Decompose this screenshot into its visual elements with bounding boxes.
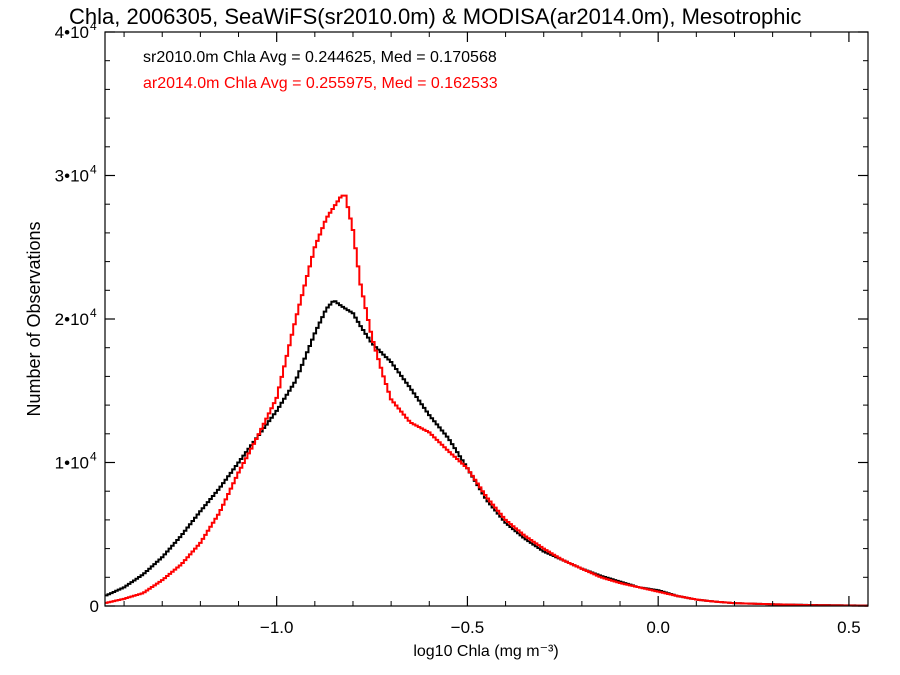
annotation-0: sr2010.0m Chla Avg = 0.244625, Med = 0.1… xyxy=(143,49,497,66)
plot-frame xyxy=(104,31,869,607)
annotations: sr2010.0m Chla Avg = 0.244625, Med = 0.1… xyxy=(143,49,498,92)
x-axis-label: log10 Chla (mg m⁻³) xyxy=(413,643,558,660)
x-axis: −1.0 −0.5 0.0 0.5 xyxy=(123,32,861,637)
y-tick-exponent-4: 4 xyxy=(90,19,97,33)
series-1-line xyxy=(105,194,868,607)
x-tick-label-3: 0.5 xyxy=(837,618,861,637)
series-0-line xyxy=(105,300,868,607)
y-tick-label-4: 4•10 xyxy=(55,23,89,42)
y-tick-exponent-1: 4 xyxy=(90,450,97,464)
y-tick-label-3: 3•10 xyxy=(55,167,89,186)
annotation-1: ar2014.0m Chla Avg = 0.255975, Med = 0.1… xyxy=(143,75,498,92)
y-tick-exponent-2: 4 xyxy=(90,306,97,320)
y-axis: 01•10 42•10 43•10 44•10 4 xyxy=(55,19,868,616)
y-axis-label: Number of Observations xyxy=(24,221,44,416)
chart-title: Chla, 2006305, SeaWiFS(sr2010.0m) & MODI… xyxy=(69,4,801,29)
y-tick-label-2: 2•10 xyxy=(55,310,89,329)
x-tick-label-2: 0.0 xyxy=(646,618,670,637)
x-tick-label-1: −0.5 xyxy=(451,618,485,637)
series-group xyxy=(105,194,868,607)
y-tick-label-1: 1•10 xyxy=(55,454,89,473)
x-tick-label-0: −1.0 xyxy=(260,618,294,637)
y-tick-label-0: 0 xyxy=(90,597,99,616)
y-tick-exponent-3: 4 xyxy=(90,163,97,177)
